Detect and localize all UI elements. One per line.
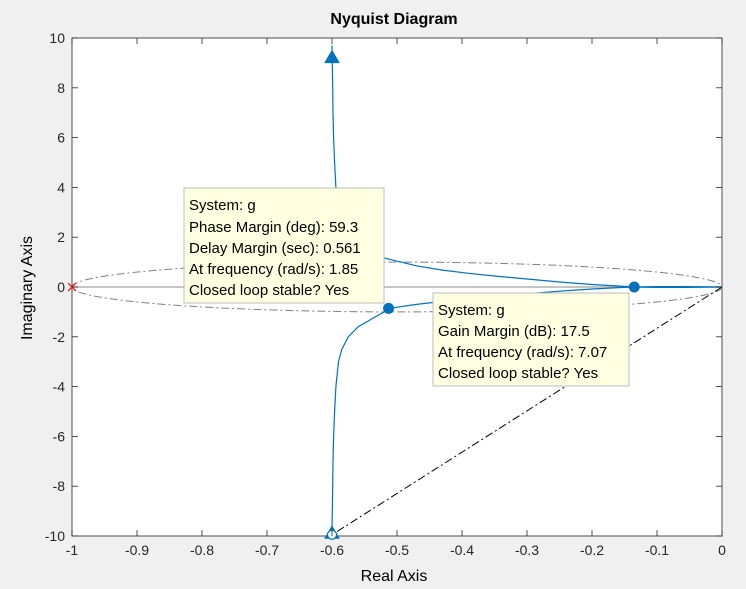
phase-margin-tooltip-line: System: g (189, 197, 256, 214)
x-tick-label: -0.9 (125, 542, 149, 558)
phase-margin-tooltip-box (183, 187, 385, 304)
chart-title: Nyquist Diagram (330, 11, 457, 28)
gain-margin-tooltip-line: Gain Margin (dB): 17.5 (438, 323, 590, 340)
x-tick-label: -0.7 (255, 542, 279, 558)
gain-margin-tooltip-line: System: g (438, 302, 505, 319)
phase-margin-tooltip-line: Closed loop stable? Yes (189, 282, 349, 299)
y-tick-label: 8 (57, 80, 65, 96)
gain-margin-tooltip-line: Closed loop stable? Yes (438, 365, 598, 382)
x-tick-label: -0.3 (515, 542, 539, 558)
x-tick-label: -0.2 (580, 542, 604, 558)
y-tick-label: 10 (49, 30, 65, 46)
y-tick-label: -10 (45, 528, 65, 544)
x-axis-label: Real Axis (361, 568, 428, 585)
y-tick-label: 0 (57, 279, 65, 295)
gain-margin-tooltip[interactable]: System: g Gain Margin (dB): 17.5 At freq… (432, 292, 630, 387)
x-tick-label: -0.4 (450, 542, 474, 558)
x-tick-label: -0.1 (645, 542, 669, 558)
x-tick-label: -0.5 (385, 542, 409, 558)
tick-layer: -1 -0.9 -0.8 -0.7 -0.6 -0.5 -0.4 -0.3 -0.2 -0.1 0 -… (45, 30, 726, 558)
phase-margin-line (331, 286, 723, 536)
gain-margin-tooltip-box (432, 292, 630, 387)
y-tick-label: -6 (53, 428, 66, 444)
x-tick-label: 0 (718, 542, 726, 558)
y-tick-label: 2 (57, 229, 65, 245)
phase-margin-tooltip-line: At frequency (rad/s): 1.85 (189, 261, 358, 278)
gain-margin-marker (628, 281, 640, 293)
phase-margin-marker (383, 302, 395, 314)
y-tick-label: -2 (53, 329, 66, 345)
gain-margin-tooltip-line: At frequency (rad/s): 7.07 (438, 344, 607, 361)
y-axis-label: Imaginary Axis (19, 236, 36, 340)
phase-margin-tooltip[interactable]: System: g Phase Margin (deg): 59.3 Delay… (183, 187, 385, 304)
x-tick-label: -1 (66, 542, 79, 558)
marker-layer (67, 49, 640, 540)
phase-margin-tooltip-line: Phase Margin (deg): 59.3 (189, 219, 358, 236)
y-tick-label: 4 (57, 179, 65, 195)
direction-arrow-up (324, 49, 340, 64)
y-tick-label: -8 (53, 478, 66, 494)
y-tick-label: 6 (57, 130, 65, 146)
phase-margin-tooltip-line: Delay Margin (sec): 0.561 (189, 240, 361, 257)
x-tick-label: -0.8 (190, 542, 214, 558)
y-tick-label: -4 (53, 379, 66, 395)
x-tick-label: -0.6 (320, 542, 344, 558)
